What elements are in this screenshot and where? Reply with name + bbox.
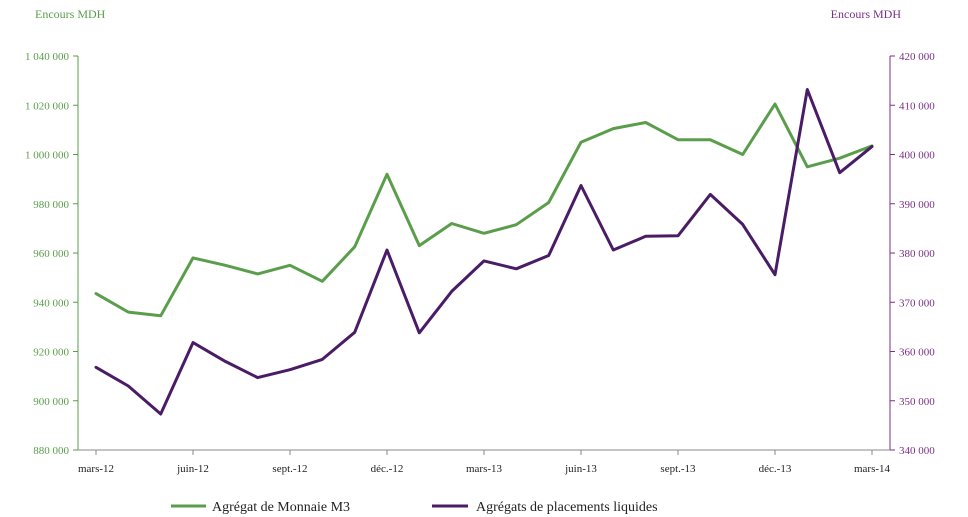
right-tick-label: 400 000	[899, 150, 935, 162]
left-tick-label: 940 000	[33, 297, 69, 309]
right-tick-label: 340 000	[899, 445, 935, 457]
series-line-0	[94, 102, 874, 318]
left-axis-ticks: 880 000 900 000 920 000 940 000 960 000 980 0…	[25, 51, 78, 457]
right-axis-ticks: 340 000 350 000 360 000 370 000 380 000 390 0…	[890, 51, 935, 457]
x-axis-ticks: mars-12 juin-12 sept.-12 déc.-12 mars-13 juin…	[78, 450, 891, 475]
left-tick-label: 960 000	[33, 248, 69, 260]
x-tick-label: juin-13	[564, 463, 597, 475]
series-line-1	[94, 88, 874, 416]
right-tick-label: 390 000	[899, 199, 935, 211]
left-tick-label: 1 020 000	[25, 100, 70, 112]
x-tick-label: sept.-12	[272, 463, 307, 475]
left-tick-label: 920 000	[33, 347, 69, 359]
right-axis-title: Encours MDH	[831, 7, 902, 21]
right-tick-label: 410 000	[899, 100, 935, 112]
left-tick-label: 980 000	[33, 199, 69, 211]
right-tick-label: 370 000	[899, 297, 935, 309]
x-tick-label: mars-13	[466, 463, 503, 475]
legend: Agrégat de Monnaie M3 Agrégats de placem…	[171, 500, 658, 515]
series-lines	[94, 88, 874, 416]
x-tick-label: mars-12	[78, 463, 114, 475]
right-tick-label: 350 000	[899, 396, 935, 408]
right-tick-label: 420 000	[899, 51, 935, 63]
legend-label-m3: Agrégat de Monnaie M3	[212, 500, 350, 515]
x-tick-label: déc.-13	[759, 463, 792, 475]
left-tick-label: 900 000	[33, 396, 69, 408]
right-tick-label: 380 000	[899, 248, 935, 260]
right-tick-label: 360 000	[899, 347, 935, 359]
x-tick-label: sept.-13	[660, 463, 696, 475]
left-tick-label: 1 040 000	[25, 51, 70, 63]
legend-label-placements: Agrégats de placements liquides	[476, 500, 658, 515]
left-tick-label: 880 000	[33, 445, 69, 457]
x-tick-label: déc.-12	[371, 463, 404, 475]
left-axis-title: Encours MDH	[35, 7, 106, 21]
x-tick-label: mars-14	[854, 463, 891, 475]
left-tick-label: 1 000 000	[25, 150, 70, 162]
x-tick-label: juin-12	[176, 463, 209, 475]
